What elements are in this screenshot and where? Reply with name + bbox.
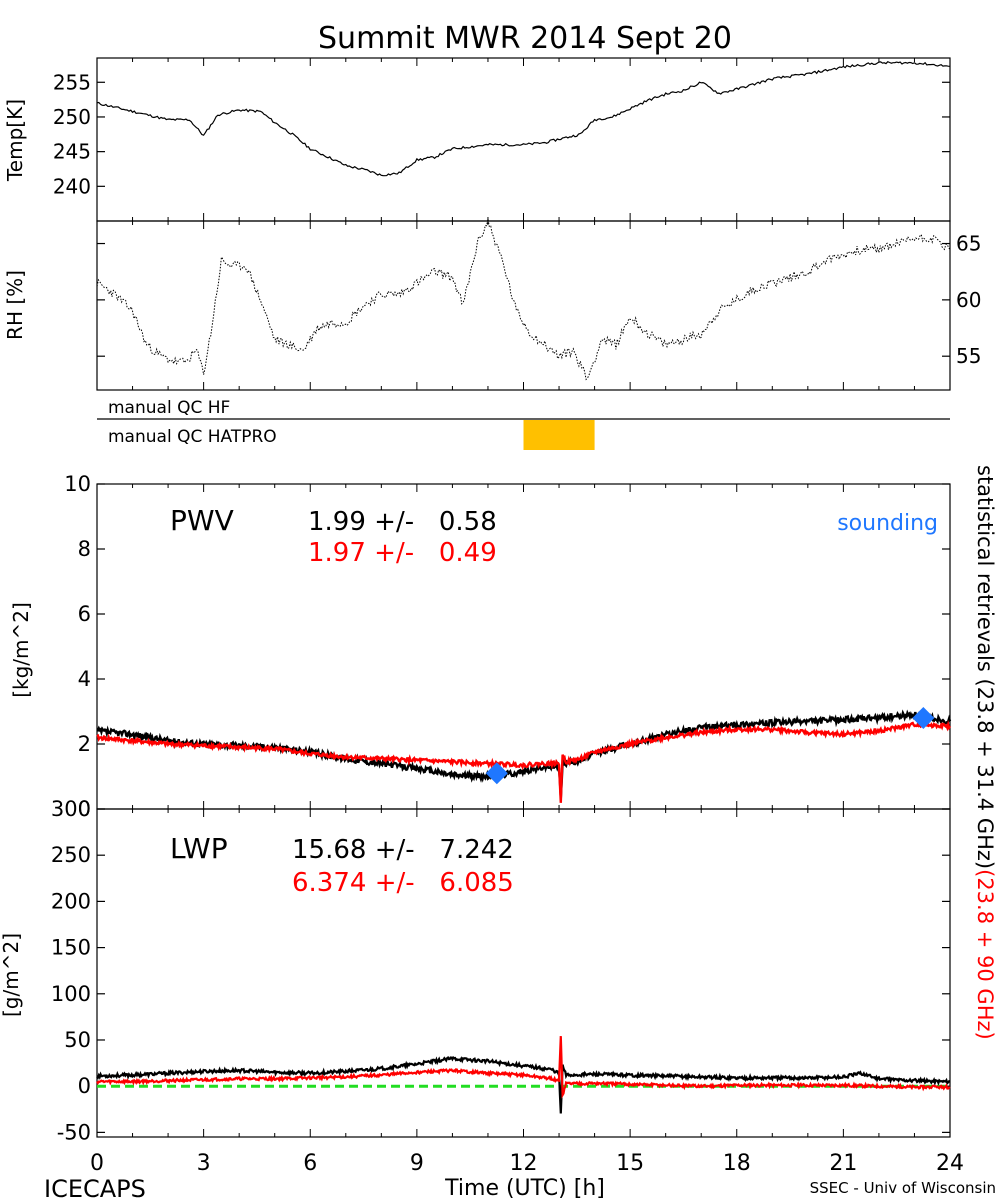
y-tick-label: 150 [51, 936, 91, 960]
y-tick-label: -50 [57, 1120, 91, 1144]
sounding-markers [485, 707, 935, 785]
rh-panel: 55 60 65 RH [%] [3, 218, 981, 391]
y-tick-label: 0 [78, 1074, 91, 1098]
y-tick-label: 2 [78, 732, 91, 756]
pwv-stats-black: 1.99 +/- 0.58 [308, 507, 497, 537]
lwp-ylabel: [g/m^2] [0, 933, 23, 1017]
qc-panel: manual QC HF manual QC HATPRO [97, 398, 950, 450]
rh-line [96, 218, 951, 381]
x-tick-label: 6 [303, 1151, 317, 1176]
rh-frame [96, 220, 951, 391]
y-tick-label: 300 [51, 797, 91, 821]
y-tick-label: 100 [51, 982, 91, 1006]
x-tick-label: 0 [90, 1151, 104, 1176]
y-tick-label: 8 [78, 537, 91, 561]
temperature-ticks: 240 245 250 255 [53, 58, 951, 221]
x-tick-label: 3 [197, 1151, 211, 1176]
x-tick-label: 24 [936, 1151, 964, 1176]
right-label-red: (23.8 + 90 GHz) [973, 869, 997, 1040]
pwv-line-black [96, 709, 952, 799]
footer-left: ICECAPS [44, 1175, 146, 1200]
y-tick-label: 10 [64, 472, 91, 496]
pwv-ticks: 0 2 4 6 8 10 [64, 472, 951, 821]
sounding-point [912, 707, 935, 729]
y-tick-label: 245 [53, 140, 91, 164]
pwv-panel-label: PWV [170, 504, 234, 537]
x-axis-label: Time (UTC) [h] [444, 1176, 605, 1200]
y-tick-label: 250 [51, 843, 91, 867]
y-tick-label: 200 [51, 889, 91, 913]
y-tick-label: 0 [78, 797, 91, 821]
x-tick-label: 18 [723, 1151, 751, 1176]
x-tick-label: 15 [616, 1151, 644, 1176]
lwp-line-red [96, 1036, 951, 1099]
y-tick-label: 65 [956, 232, 981, 256]
y-tick-label: 55 [956, 344, 981, 368]
sounding-point [485, 762, 508, 785]
temperature-line [96, 60, 951, 177]
temperature-frame [96, 57, 951, 222]
x-tick-label: 9 [410, 1151, 424, 1176]
svg-text:statistical retrievals (23.8 +: statistical retrievals (23.8 + 31.4 GHz)… [973, 465, 997, 1040]
temperature-panel: 240 245 250 255 Temp[K] [3, 57, 951, 222]
figure-title: Summit MWR 2014 Sept 20 [318, 21, 732, 56]
right-label-black: statistical retrievals (23.8 + 31.4 GHz) [973, 465, 997, 869]
y-tick-label: 240 [53, 174, 91, 198]
temperature-ylabel: Temp[K] [3, 99, 27, 182]
qc-row-hf-label: manual QC HF [108, 398, 230, 418]
y-tick-label: 4 [78, 667, 91, 691]
y-tick-label: 250 [53, 105, 91, 129]
lwp-line-black [96, 1056, 951, 1114]
x-axis-ticks: 0 3 6 9 12 15 18 21 24 [90, 1151, 964, 1176]
y-tick-label: 255 [53, 70, 91, 94]
pwv-ylabel: [kg/m^2] [9, 602, 33, 698]
y-tick-label: 50 [64, 1028, 91, 1052]
x-tick-label: 12 [510, 1151, 538, 1176]
lwp-stats-red: 6.374 +/- 6.085 [292, 868, 514, 898]
qc-flags [523, 420, 595, 450]
qc-flag-bar [523, 420, 595, 450]
pwv-line-red [96, 720, 952, 803]
footer-right: SSEC - Univ of Wisconsin [810, 1179, 996, 1197]
lwp-panel: -50 0 50 100 150 200 250 300 [g/m^2] LWP 15.68 … [0, 797, 951, 1144]
lwp-ticks: -50 0 50 100 150 200 250 300 [51, 797, 951, 1144]
qc-row-hatpro-label: manual QC HATPRO [108, 427, 277, 447]
y-tick-label: 60 [956, 288, 981, 312]
rh-ylabel: RH [%] [3, 270, 27, 340]
pwv-stats-red: 1.97 +/- 0.49 [308, 538, 497, 568]
lwp-stats-black: 15.68 +/- 7.242 [292, 835, 514, 865]
rh-ticks: 55 60 65 [96, 221, 981, 390]
x-tick-label: 21 [829, 1151, 857, 1176]
sounding-legend: sounding [837, 511, 938, 536]
pwv-panel: 0 2 4 6 8 10 [kg/m^2] PWV 1.99 +/- 0.58 1.97 … [9, 472, 952, 821]
lwp-panel-label: LWP [170, 832, 228, 865]
y-tick-label: 6 [78, 602, 91, 626]
